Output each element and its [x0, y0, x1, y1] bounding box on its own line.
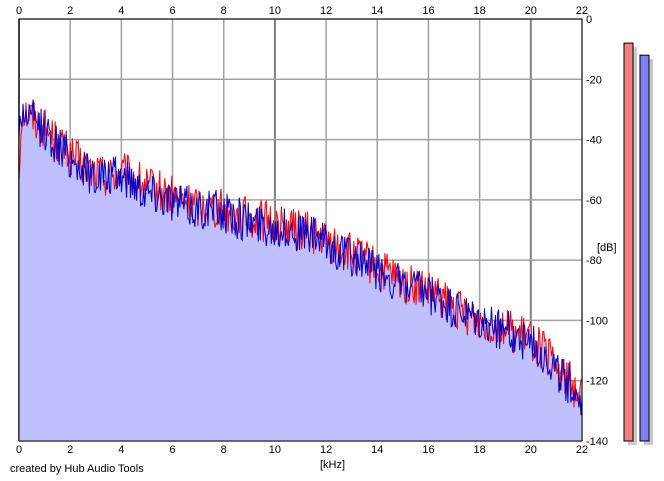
y-tick-label: -20 — [586, 74, 602, 86]
x-tick-label-bottom: 10 — [269, 444, 281, 456]
x-tick-label-bottom: 12 — [320, 444, 332, 456]
y-tick-label: -80 — [586, 255, 602, 267]
y-tick-label: -100 — [586, 315, 608, 327]
x-tick-label-top: 12 — [320, 5, 332, 17]
x-tick-label-bottom: 16 — [422, 444, 434, 456]
y-tick-label: 0 — [586, 14, 592, 26]
x-tick-label-top: 4 — [118, 5, 124, 17]
spectrum-fill-area — [19, 99, 582, 441]
x-tick-label-bottom: 20 — [525, 444, 537, 456]
x-tick-label-top: 2 — [67, 5, 73, 17]
x-tick-label-bottom: 0 — [16, 444, 22, 456]
y-tick-label: -60 — [586, 195, 602, 207]
plot-frame — [18, 18, 583, 442]
x-tick-label-bottom: 22 — [576, 444, 588, 456]
x-tick-label-top: 14 — [371, 5, 383, 17]
y-tick-label: -140 — [586, 436, 608, 448]
tick-layer: 002244668810101212141416161818202022220-… — [16, 5, 608, 456]
x-tick-label-top: 16 — [422, 5, 434, 17]
x-tick-label-bottom: 6 — [169, 444, 175, 456]
x-tick-label-bottom: 2 — [67, 444, 73, 456]
y-tick-label: -120 — [586, 376, 608, 388]
x-tick-label-bottom: 4 — [118, 444, 124, 456]
x-axis-label: [kHz] — [320, 459, 345, 471]
series-layer — [18, 99, 583, 416]
x-tick-label-top: 0 — [16, 5, 22, 17]
y-tick-label: -40 — [586, 135, 602, 147]
x-tick-label-bottom: 8 — [221, 444, 227, 456]
x-tick-label-bottom: 14 — [371, 444, 383, 456]
x-tick-label-top: 18 — [474, 5, 486, 17]
x-tick-label-top: 10 — [269, 5, 281, 17]
series-line-blue — [18, 99, 583, 416]
y-axis-label: [dB] — [597, 242, 617, 254]
level-meters — [623, 42, 653, 446]
x-tick-label-top: 22 — [576, 5, 588, 17]
level-meter-bar — [639, 54, 650, 442]
credit-text: created by Hub Audio Tools — [10, 463, 144, 475]
x-tick-label-top: 20 — [525, 5, 537, 17]
x-tick-label-top: 8 — [221, 5, 227, 17]
x-tick-label-bottom: 18 — [474, 444, 486, 456]
x-tick-label-top: 6 — [169, 5, 175, 17]
level-meter-bar — [623, 42, 634, 442]
